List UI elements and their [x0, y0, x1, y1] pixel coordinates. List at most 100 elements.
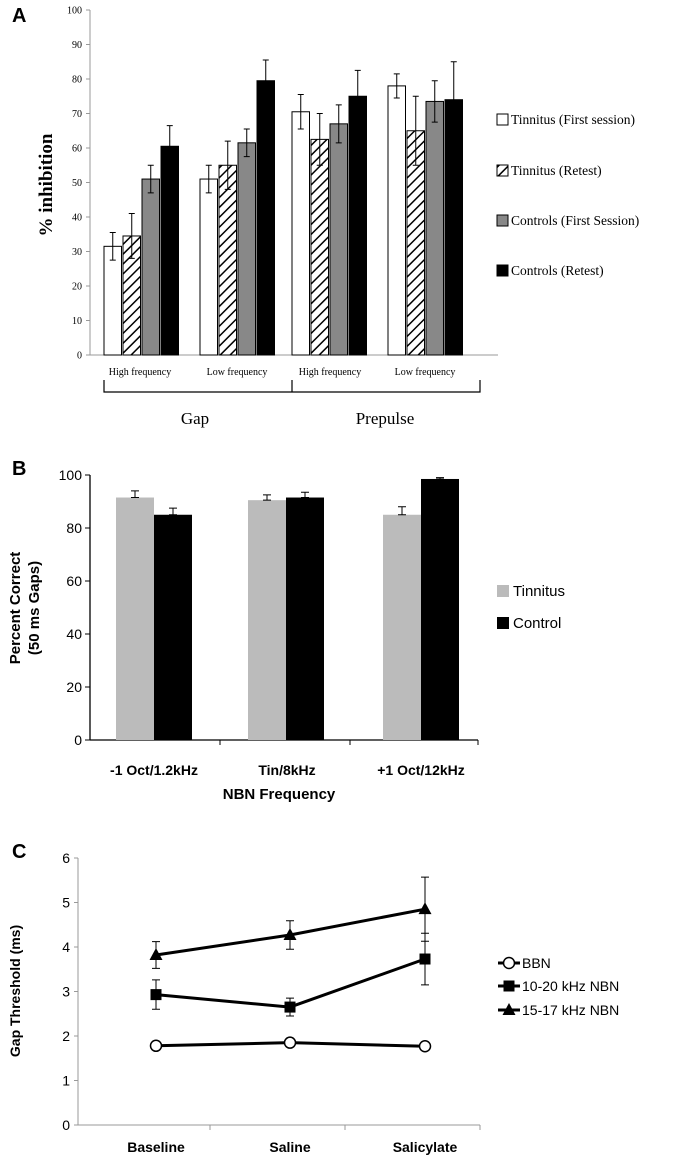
- panel-a-x-tick-label: Low frequency: [395, 367, 456, 378]
- panel-a-y-tick-label: 20: [72, 282, 82, 293]
- bar-a-tinnitus-first-session-2: [291, 111, 310, 356]
- error-bar-a-controls-first-session-3: [431, 80, 438, 123]
- panel-b-y-tick-label: 80: [66, 520, 82, 536]
- panel-a-y-tick-label: 50: [72, 178, 82, 189]
- legend-a-swatch-tinnitus-first-session: [496, 113, 509, 126]
- bar-a-controls-retest-1: [256, 80, 275, 356]
- panel-a-y-tick-label: 100: [67, 6, 82, 17]
- error-bar-b-control-1: [301, 491, 309, 499]
- point-c-bbn-1: [283, 1036, 297, 1049]
- error-bar-b-control-2: [436, 477, 444, 480]
- point-c-10-20-khz-nbn-2: [419, 953, 431, 965]
- legend-a-label-tinnitus-retest: Tinnitus (Retest): [511, 163, 602, 178]
- legend-c-label-15-17-khz-nbn: 15-17 kHz NBN: [522, 1002, 619, 1018]
- error-bar-b-tinnitus-0: [131, 490, 139, 499]
- panel-c-y-tick-label: 6: [62, 850, 70, 866]
- error-bar-a-tinnitus-retest-1: [224, 140, 231, 190]
- bar-b-tinnitus-1: [248, 500, 286, 740]
- panel-c-y-tick-label: 5: [62, 895, 70, 911]
- error-bar-a-controls-retest-1: [262, 59, 269, 102]
- legend-c-marker-10-20-khz-nbn: [503, 980, 515, 992]
- legend-c-label-bbn: BBN: [522, 955, 551, 971]
- error-bar-a-controls-retest-0: [166, 125, 173, 168]
- bar-b-control-1: [286, 497, 324, 740]
- point-c-bbn-2: [418, 1039, 432, 1053]
- legend-b-label-tinnitus: Tinnitus: [513, 583, 565, 600]
- panel-letter-c: C: [12, 841, 26, 863]
- panel-a-group-bracket: [103, 380, 481, 393]
- panel-a-y-tick-label: 80: [72, 75, 82, 86]
- point-c-10-20-khz-nbn-0: [150, 989, 162, 1001]
- panel-c-x-tick-label: Saline: [269, 1139, 310, 1155]
- panel-c-y-tick-label: 1: [62, 1073, 70, 1089]
- panel-c-y-tick-label: 4: [62, 939, 70, 955]
- bar-a-controls-first-session-1: [237, 142, 256, 356]
- error-bar-a-controls-first-session-1: [243, 128, 250, 158]
- legend-a-swatch-controls-first-session: [496, 214, 509, 227]
- legend-a-swatch-tinnitus-retest: [496, 164, 509, 177]
- group-label-prepulse: Prepulse: [356, 409, 415, 428]
- panel-a-y-tick-label: 90: [72, 40, 82, 51]
- legend-b-label-control: Control: [513, 615, 561, 632]
- panel-b-y-tick-label: 40: [66, 626, 82, 642]
- panel-c-y-tick-label: 3: [62, 984, 70, 1000]
- error-bar-a-tinnitus-first-session-2: [297, 94, 304, 130]
- panel-b-y-tick-label: 0: [74, 732, 82, 748]
- panel-b-y-tick-label: 100: [59, 467, 83, 483]
- bar-b-control-0: [154, 514, 192, 740]
- bar-a-controls-first-session-2: [329, 123, 348, 356]
- error-bar-a-tinnitus-retest-0: [128, 213, 135, 259]
- panel-c-chart: 0 1 2 3 4 5 6 Baseline Saline Salicylate Gap Thr…: [7, 850, 619, 1155]
- error-bar-a-tinnitus-first-session-1: [205, 164, 212, 194]
- panel-a-y-tick-label: 10: [72, 316, 82, 327]
- legend-a-label-tinnitus-first-session: Tinnitus (First session): [511, 112, 635, 127]
- legend-b-swatch-control: [497, 617, 509, 629]
- legend-b-swatch-tinnitus: [497, 585, 509, 597]
- error-bar-a-tinnitus-retest-3: [412, 95, 419, 166]
- panel-c-x-tick-label: Salicylate: [393, 1139, 458, 1155]
- panel-a-y-label: % inhibition: [36, 133, 57, 236]
- legend-a-swatch-controls-retest: [496, 264, 509, 277]
- error-bar-a-tinnitus-retest-2: [316, 113, 323, 166]
- bar-a-tinnitus-first-session-3: [387, 85, 406, 356]
- panel-b-y-label-line1: Percent Correct: [7, 552, 24, 665]
- panel-b-x-label: NBN Frequency: [223, 786, 336, 803]
- error-bar-a-controls-retest-3: [450, 61, 457, 139]
- legend-a-label-controls-first-session: Controls (First Session): [511, 213, 639, 228]
- panel-a-chart: 0 10 20 30 40 50 60 70 80 90 100 High frequency Low…: [36, 6, 639, 429]
- panel-b-x-tick-label: +1 Oct/12kHz: [377, 762, 465, 778]
- bar-a-controls-first-session-0: [141, 178, 160, 356]
- bar-b-tinnitus-0: [116, 497, 154, 740]
- bar-b-control-2: [421, 478, 459, 740]
- bar-a-controls-first-session-3: [425, 100, 444, 356]
- error-bar-a-tinnitus-first-session-3: [393, 73, 400, 99]
- panel-b-x-tick-label: -1 Oct/1.2kHz: [110, 762, 198, 778]
- error-bar-b-tinnitus-1: [263, 494, 271, 501]
- panel-b-x-tick-label: Tin/8kHz: [258, 762, 315, 778]
- panel-a-y-tick-label: 40: [72, 213, 82, 224]
- panel-a-y-tick-label: 0: [77, 351, 82, 362]
- group-label-gap: Gap: [181, 409, 209, 428]
- panel-c-x-tick-label: Baseline: [127, 1139, 185, 1155]
- legend-a-label-controls-retest: Controls (Retest): [511, 263, 604, 278]
- panel-a-y-tick-label: 70: [72, 109, 82, 120]
- point-c-15-17-khz-nbn-1: [283, 927, 297, 940]
- point-c-15-17-khz-nbn-2: [418, 902, 432, 915]
- bar-a-tinnitus-retest-1: [218, 164, 237, 356]
- panel-letter-b: B: [12, 458, 26, 480]
- error-bar-a-controls-first-session-0: [147, 164, 154, 194]
- bar-a-controls-retest-2: [348, 95, 367, 356]
- panel-c-y-label: Gap Threshold (ms): [7, 925, 23, 1057]
- point-c-bbn-0: [149, 1039, 163, 1053]
- point-c-10-20-khz-nbn-1: [284, 1001, 296, 1013]
- error-bar-a-controls-first-session-2: [335, 104, 342, 144]
- legend-c-marker-15-17-khz-nbn: [502, 1003, 516, 1015]
- bar-a-tinnitus-first-session-0: [103, 245, 122, 356]
- panel-a-y-tick-label: 60: [72, 144, 82, 155]
- panel-b-y-label-line2: (50 ms Gaps): [26, 561, 43, 655]
- panel-b-chart: 0 20 40 60 80 100 -1 Oct/1.2kHz Tin/8kHz +1 Oct…: [7, 467, 565, 803]
- error-bar-b-control-0: [169, 507, 177, 516]
- error-bar-a-tinnitus-first-session-0: [109, 232, 116, 261]
- point-c-15-17-khz-nbn-0: [149, 948, 163, 961]
